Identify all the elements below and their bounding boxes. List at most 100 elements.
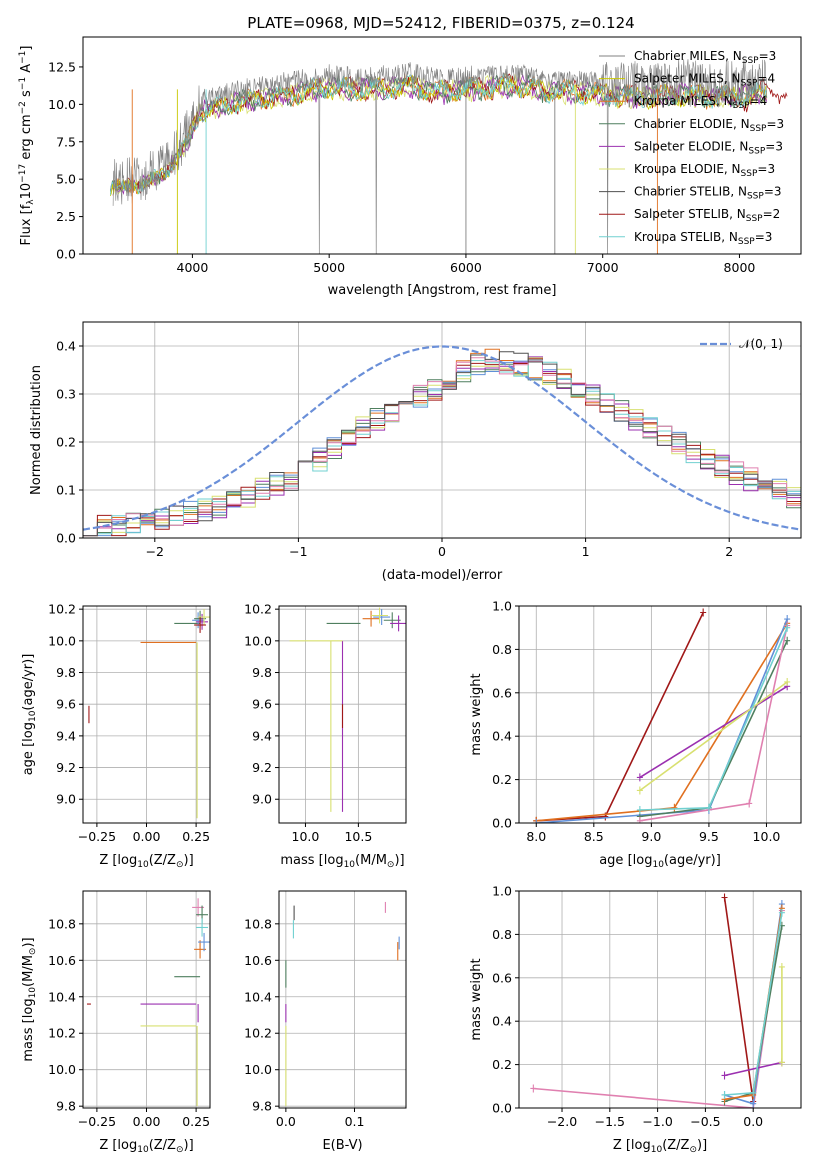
y-tick-label-weight_vs_age-0: 0.0	[492, 816, 512, 831]
x-tick-label-mass_vs_Z-1: 0.00	[133, 1114, 161, 1129]
frame-spectrum	[82, 36, 802, 255]
y-tick-label-age_vs_mass-5: 10.0	[244, 633, 272, 648]
legend-label-6-part-0: Chabrier STELIB, N	[634, 185, 747, 199]
y-tick-label-weight_vs_Z-1: 0.2	[492, 1057, 512, 1072]
y-tick-label-residuals-3: 0.3	[56, 387, 76, 402]
y-tick-label-residuals-0: 0.0	[56, 531, 76, 546]
weight-age-marker-7-0	[636, 805, 643, 814]
legend-label-1: Salpeter MILES, NSSP=4	[634, 72, 775, 89]
x-axis-label-ebv: E(B-V)	[322, 1138, 362, 1153]
legend-label-8: Kroupa STELIB, NSSP=3	[634, 230, 772, 247]
x-tick-label-age_vs_mass-1: 10.5	[344, 829, 372, 844]
y-tick-label-weight_vs_Z-5: 1.0	[492, 884, 512, 899]
legend-label-0: Chabrier MILES, NSSP=3	[634, 49, 776, 66]
x-tick-label-spectrum-0: 4000	[177, 260, 209, 275]
normal-curve	[83, 345, 801, 531]
x-tick-label-mass_vs_Z-2: 0.25	[182, 1114, 210, 1129]
plot-area-age_vs_mass	[279, 606, 406, 823]
y-tick-label-age_vs_Z-1: 9.2	[56, 760, 76, 775]
x-axis-label-weight_vs_Z: Z [log10(Z/Z⊙)]	[613, 1138, 707, 1155]
y-tick-label-age_vs_Z-3: 9.6	[56, 697, 76, 712]
y-axis-label-spectrum-part-8: A	[19, 64, 34, 77]
x-axis-label-weight_vs_Z-part-3: ⊙	[689, 1145, 697, 1155]
x-tick-label-mass_vs_ebv-1: 0.1	[345, 1114, 365, 1129]
y-tick-label-age_vs_mass-1: 9.2	[252, 760, 272, 775]
x-axis-label-weight_vs_age-part-1: 10	[652, 860, 664, 870]
x-axis-label-age_vs_mass-part-4: )]	[394, 853, 404, 868]
x-axis-label-age_vs_mass-part-1: 10	[344, 860, 356, 870]
weight-age-marker-5-0	[636, 786, 643, 795]
x-axis-label-residuals: (data-model)/error	[382, 568, 503, 583]
y-axis-label-age_vs_Z-part-0: age [log	[21, 722, 36, 775]
x-tick-label-residuals-3: 1	[582, 544, 590, 559]
legend-label-1-part-0: Salpeter MILES, N	[634, 72, 741, 86]
y-tick-label-weight_vs_age-4: 0.8	[492, 642, 512, 657]
frame-mass_vs_ebv	[278, 890, 407, 1109]
weight-Z-marker-2-1	[750, 1099, 757, 1108]
y-axis-label-mass_vs_Z-part-2: (M/M	[21, 955, 36, 987]
x-axis-label-mass_vs_Z-part-1: 10	[137, 1145, 149, 1155]
x-axis-label-mass_vs_Z-part-2: (Z/Z	[149, 1138, 176, 1153]
y-tick-label-mass_vs_ebv-0: 9.8	[252, 1099, 272, 1114]
x-tick-label-spectrum-2: 6000	[450, 260, 482, 275]
legend-label-5-part-0: Kroupa ELODIE, N	[634, 162, 741, 176]
y-axis-label-residuals: Normed distribution	[29, 365, 44, 495]
legend-label-0-part-2: =3	[759, 49, 777, 63]
y-axis-label-spectrum: Flux [fλ10−17 erg cm−2 s−1 A−1]	[18, 46, 36, 246]
plot-area-residuals	[83, 322, 801, 538]
legend-label-7: Salpeter STELIB, NSSP=2	[634, 207, 780, 224]
legend-label-2-part-1: SSP	[733, 101, 750, 111]
x-axis-label-weight_vs_Z-part-2: (Z/Z	[662, 1138, 689, 1153]
observed-spectrum	[112, 59, 768, 254]
weight-age-marker-4-0	[636, 773, 643, 782]
y-axis-label-spectrum-part-7: −1	[18, 77, 28, 90]
y-axis-label-weight-Z: mass weight	[469, 958, 484, 1040]
y-tick-label-weight_vs_age-2: 0.4	[492, 729, 512, 744]
legend-label-8-part-2: =3	[755, 230, 773, 244]
legend-label-4-part-2: =3	[765, 139, 783, 153]
x-tick-label-weight_vs_Z-4: 0.0	[743, 1114, 763, 1129]
y-tick-label-mass_vs_Z-2: 10.2	[48, 1026, 76, 1041]
y-axis-label-spectrum-part-3: −17	[18, 164, 28, 183]
x-axis-label-weight_vs_Z-part-4: )]	[697, 1138, 707, 1153]
weight-age-marker-2-0	[533, 819, 540, 823]
y-tick-label-spectrum-3: 7.5	[56, 134, 76, 149]
panel-age_vs_mass: 10.0 10.5 9.0 9.2 9.4 9.6 9.8 10.0 10.2 mass [log…	[244, 602, 407, 870]
frame-weight_vs_Z	[518, 890, 802, 1109]
x-axis-label-spectrum: wavelength [Angstrom, rest frame]	[328, 283, 557, 298]
x-tick-label-spectrum-1: 5000	[313, 260, 345, 275]
y-tick-label-mass_vs_ebv-3: 10.4	[244, 989, 272, 1004]
y-axis-label-mass_vs_Z: mass [log10(M/M⊙)]	[21, 937, 38, 1061]
y-tick-label-weight_vs_Z-2: 0.4	[492, 1014, 512, 1029]
legend-label-1-part-2: =4	[757, 72, 775, 86]
x-tick-label-mass_vs_Z-0: −0.25	[78, 1114, 116, 1129]
x-axis-label-mass_vs_Z-part-0: Z [log	[99, 1138, 137, 1153]
legend-label-4-part-0: Salpeter ELODIE, N	[634, 139, 748, 153]
y-axis-label-mass_vs_Z-part-0: mass [log	[21, 998, 36, 1061]
y-tick-label-mass_vs_ebv-1: 10.0	[244, 1062, 272, 1077]
x-tick-label-age_vs_Z-0: −0.25	[78, 829, 116, 844]
y-tick-label-mass_vs_Z-4: 10.6	[48, 953, 76, 968]
frame-age_vs_Z	[82, 605, 211, 824]
y-axis-label-age_vs_Z-part-1: 10	[28, 710, 38, 722]
plot-area-mass_vs_ebv	[279, 891, 406, 1108]
panel-weight_vs_age: 8.0 8.5 9.0 9.5 10.0 0.0 0.2 0.4 0.6 0.8 1.0 age [l…	[469, 599, 802, 870]
weight-age-marker-1-1	[671, 803, 678, 812]
legend-label-7-part-1: SSP	[746, 214, 763, 224]
x-tick-label-weight_vs_age-2: 9.0	[641, 829, 661, 844]
weight-Z-line-0	[723, 897, 754, 1102]
y-tick-label-age_vs_mass-0: 9.0	[252, 792, 272, 807]
weight-Z-marker-6-1	[778, 962, 785, 971]
x-tick-label-age_vs_Z-2: 0.25	[182, 829, 210, 844]
x-axis-label-weight_vs_age-part-0: age [log	[599, 853, 652, 868]
x-tick-label-weight_vs_Z-0: −2.0	[547, 1114, 577, 1129]
weight-Z-marker-0-0	[721, 893, 728, 902]
y-axis-label-spectrum-part-9: −1	[18, 51, 28, 64]
x-axis-label-age_vs_mass: mass [log10(M/M⊙)]	[280, 853, 404, 870]
weight-age-line-0	[536, 612, 704, 822]
y-tick-label-mass_vs_Z-1: 10.0	[48, 1062, 76, 1077]
panel-mass_vs_Z: −0.25 0.00 0.25 9.8 10.0 10.2 10.4 10.6 10.8 Z [l…	[21, 890, 211, 1155]
legend-label-3-part-1: SSP	[750, 124, 767, 134]
y-tick-label-mass_vs_Z-3: 10.4	[48, 989, 76, 1004]
x-axis-label-weight_vs_Z-part-1: 10	[651, 1145, 663, 1155]
